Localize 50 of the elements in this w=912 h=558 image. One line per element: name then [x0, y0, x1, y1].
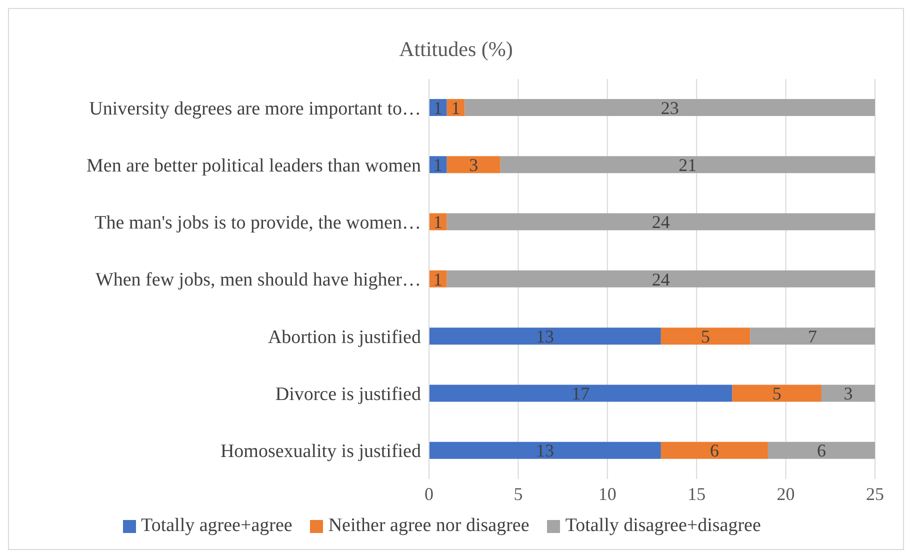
bar	[446, 213, 875, 230]
data-label: 7	[808, 326, 818, 346]
data-label: 23	[660, 98, 679, 118]
data-label: 17	[572, 384, 590, 404]
data-label: 24	[652, 269, 670, 290]
x-tick-label: 20	[776, 484, 795, 504]
data-label: 5	[701, 326, 710, 346]
data-label: 1	[433, 212, 442, 232]
data-label: 1	[433, 155, 442, 176]
data-label: 24	[652, 212, 670, 232]
bar	[446, 156, 500, 174]
bar	[768, 442, 875, 459]
data-label: 13	[536, 326, 554, 346]
bar	[732, 384, 822, 402]
y-tick-label: Abortion is justified	[268, 326, 422, 348]
x-tick-label: 10	[598, 484, 616, 504]
legend-label: Neither agree nor disagree	[328, 515, 530, 537]
bar	[429, 384, 732, 402]
x-tick-label: 25	[866, 484, 884, 504]
data-label: 13	[536, 440, 554, 461]
bar	[464, 99, 875, 116]
bar	[500, 156, 875, 174]
y-tick-label: Men are better political leaders than women	[86, 155, 422, 176]
data-label: 3	[469, 155, 478, 176]
x-tick-label: 15	[688, 484, 706, 504]
bar	[660, 442, 768, 459]
bar	[750, 328, 875, 345]
data-label: 1	[433, 269, 442, 290]
y-tick-label: The man's jobs is to provide, the women…	[94, 212, 421, 234]
legend-label: Totally disagree+disagree	[565, 515, 761, 537]
legend-label: Totally agree+agree	[141, 515, 292, 537]
bar	[429, 442, 661, 459]
bar	[821, 384, 875, 402]
data-label: 3	[844, 384, 853, 404]
data-label: 21	[678, 155, 697, 176]
data-label: 6	[710, 440, 719, 461]
y-tick-label: Homosexuality is justified	[220, 441, 422, 462]
y-tick-label: Divorce is justified	[275, 384, 422, 406]
x-tick-label: 5	[514, 484, 523, 504]
bar	[660, 328, 750, 345]
data-label: 1	[451, 98, 460, 118]
data-label: 6	[816, 440, 826, 461]
bar	[446, 270, 875, 288]
data-label: 1	[433, 98, 442, 118]
data-label: 5	[772, 384, 782, 404]
chart-title: Attitudes (%)	[398, 36, 514, 61]
x-tick-label: 0	[424, 484, 434, 504]
y-tick-label: When few jobs, men should have higher…	[95, 270, 421, 291]
bar	[429, 328, 661, 345]
y-tick-label: University degrees are more important to…	[89, 98, 421, 120]
